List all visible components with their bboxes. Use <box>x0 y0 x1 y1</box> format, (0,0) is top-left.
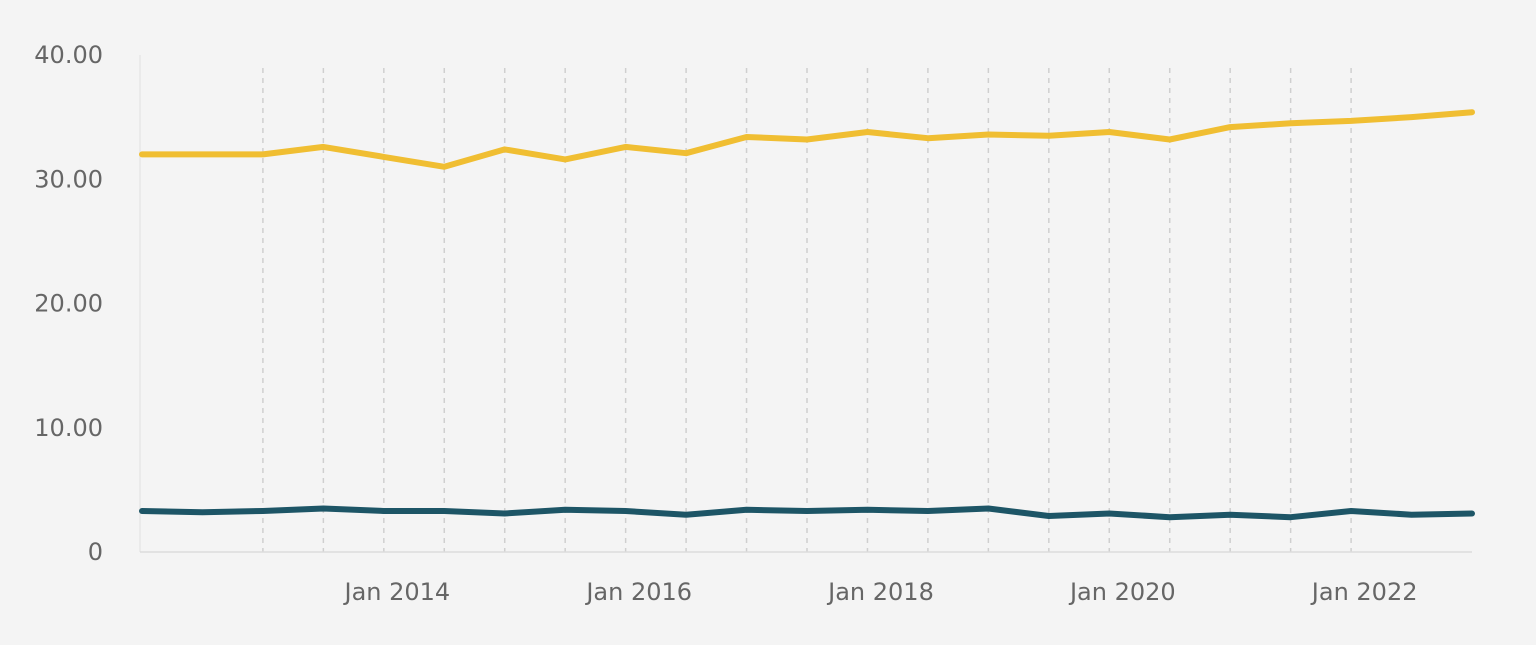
x-tick-label: Jan 2018 <box>826 578 934 606</box>
x-tick-label: Jan 2022 <box>1310 578 1418 606</box>
series-line-2 <box>139 505 1475 521</box>
gridlines <box>262 68 1352 552</box>
y-tick-label: 40.00 <box>34 41 103 69</box>
x-tick-label: Jan 2014 <box>343 578 451 606</box>
y-tick-label: 10.00 <box>34 414 103 442</box>
y-tick-label: 0 <box>88 538 103 566</box>
tick-labels: 0 10.00 20.00 30.00 40.00 Jan 2014 Jan 2016 Jan… <box>34 41 1417 606</box>
x-tick-label: Jan 2016 <box>584 578 692 606</box>
x-tick-label: Jan 2020 <box>1068 578 1176 606</box>
y-tick-label: 20.00 <box>34 290 103 318</box>
series-line-1 <box>139 109 1475 170</box>
series-lines <box>139 109 1475 521</box>
y-tick-label: 30.00 <box>34 165 103 193</box>
axes <box>139 55 1472 553</box>
